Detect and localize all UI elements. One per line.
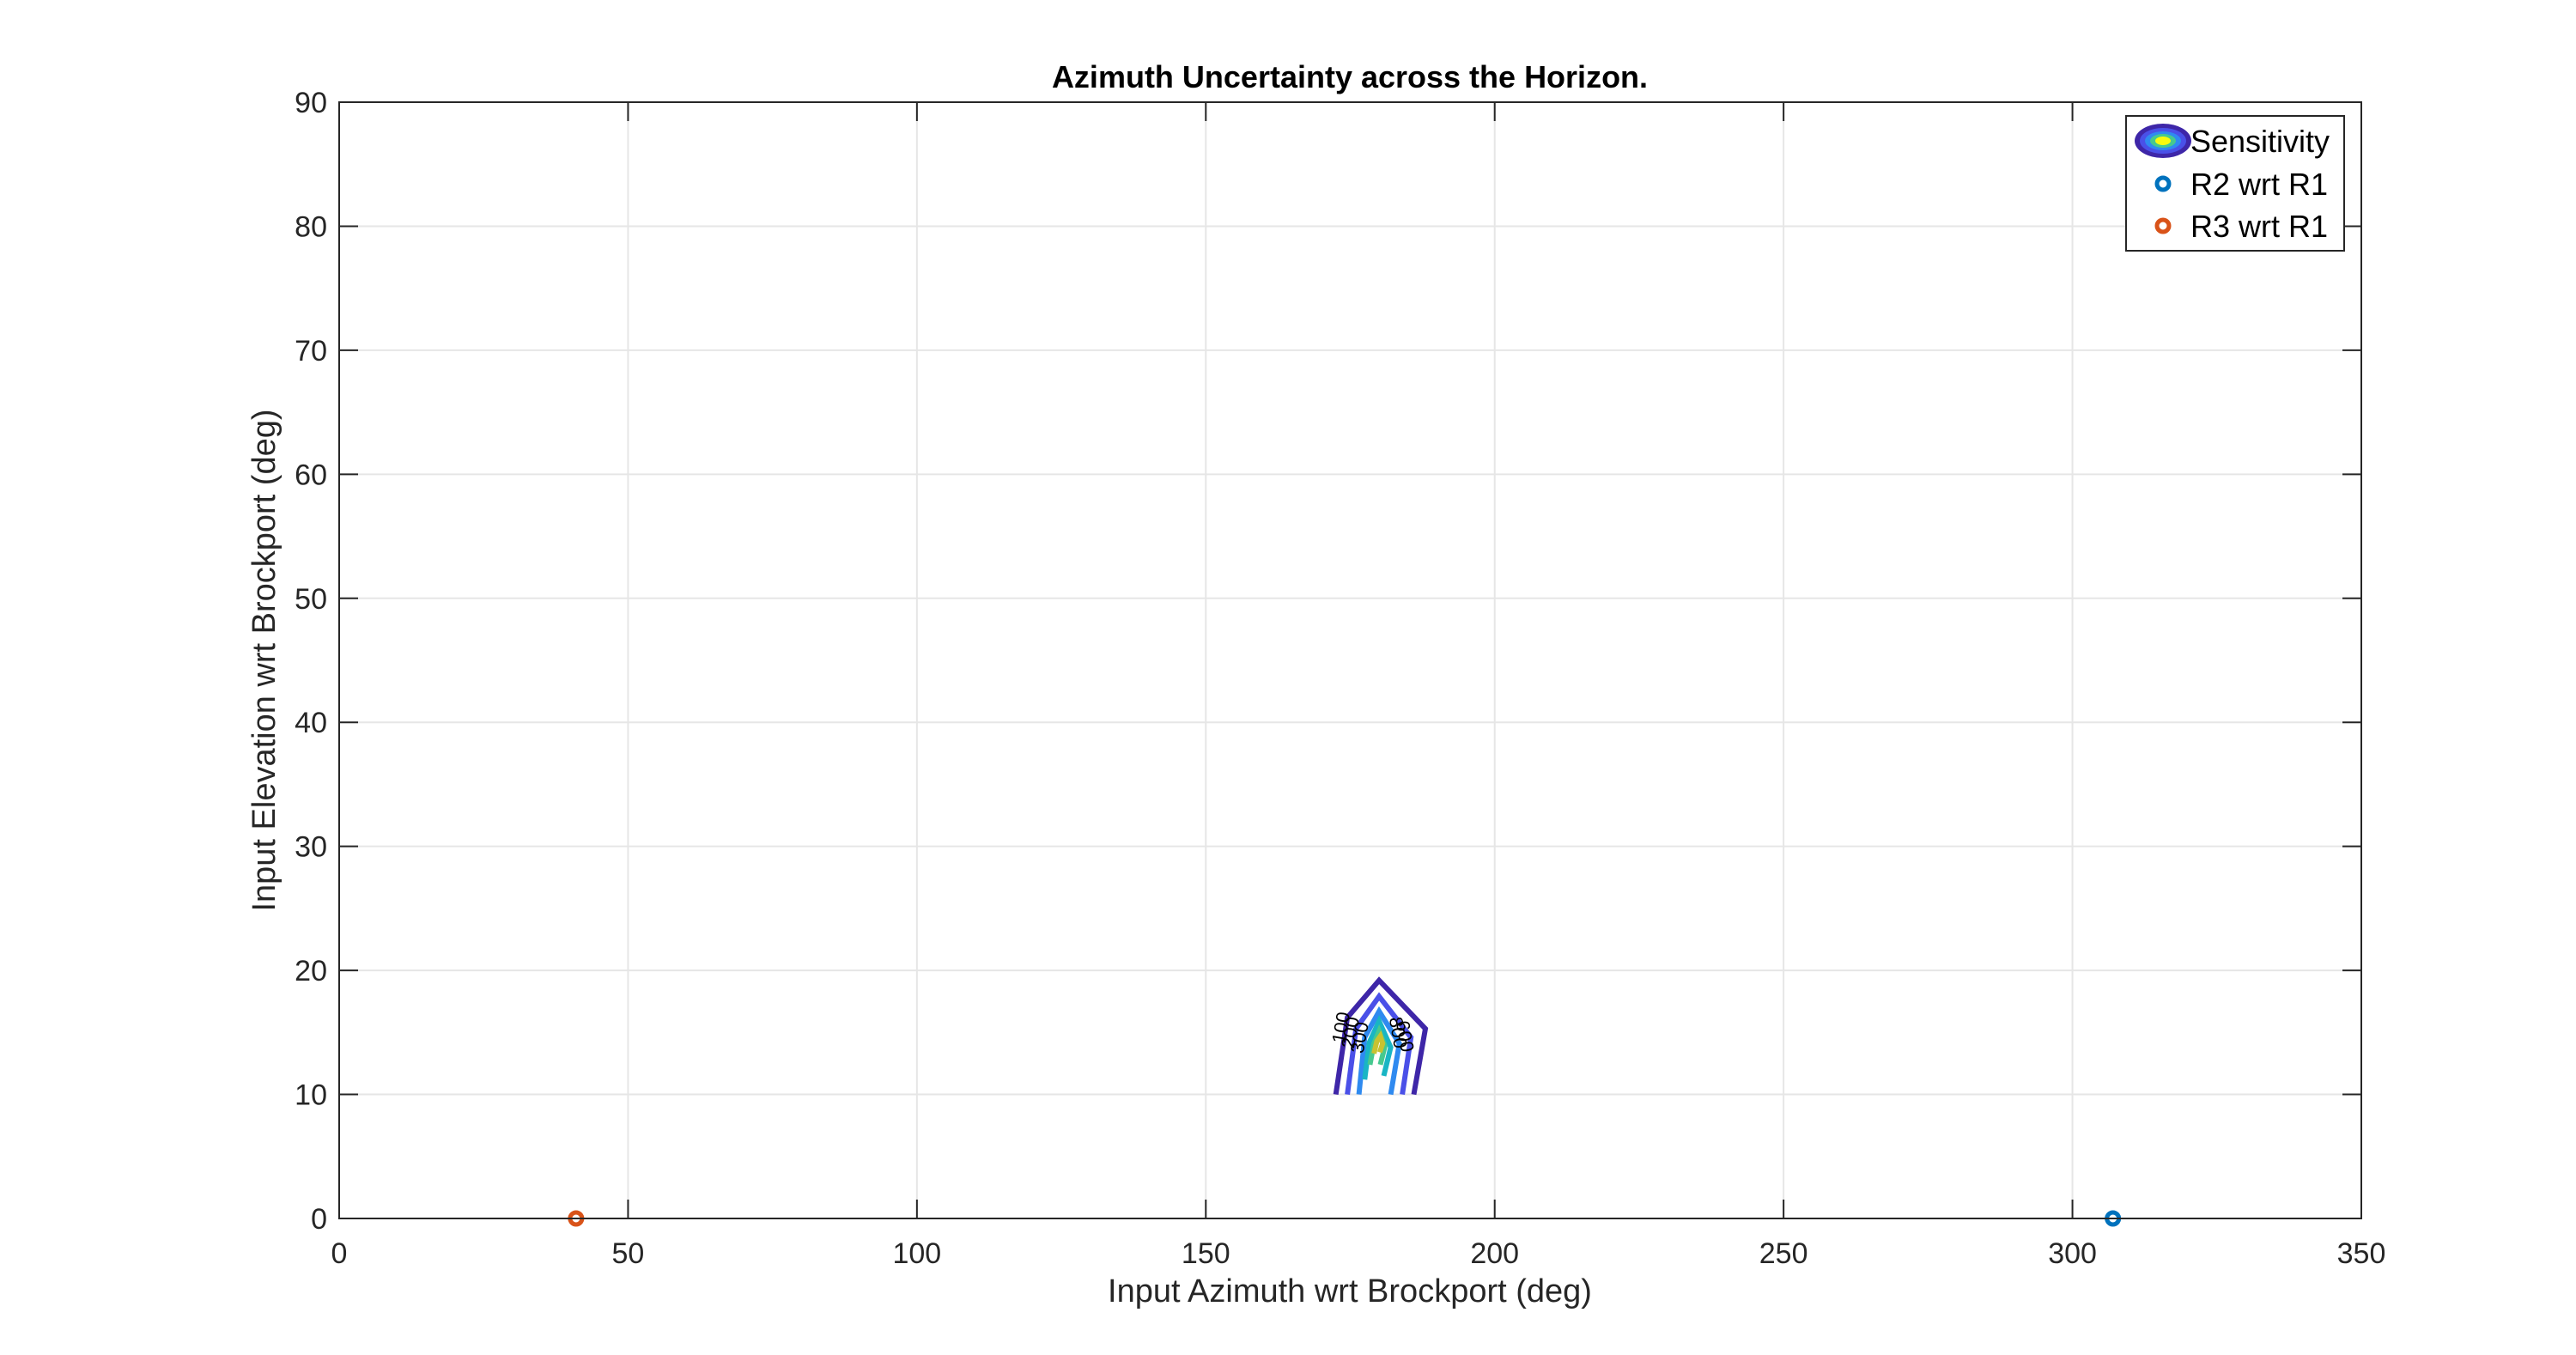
- contour-line: [1356, 1006, 1402, 1096]
- y-tick-label: 0: [311, 1203, 327, 1236]
- x-tick-labels: 0 50 100 150 200 250 300 350: [331, 1237, 2386, 1270]
- x-tick-label: 350: [2337, 1237, 2386, 1270]
- x-tick-label: 150: [1182, 1237, 1230, 1270]
- x-tick-label: 300: [2048, 1237, 2097, 1270]
- r3-marker-icon: [2154, 217, 2172, 234]
- chart-title: Azimuth Uncertainty across the Horizon.: [1052, 59, 1648, 94]
- legend-entry-sensitivity: Sensitivity: [2135, 124, 2330, 159]
- x-tick-label: 0: [331, 1237, 348, 1270]
- y-tick-label: 90: [295, 87, 327, 119]
- legend-label-r2: R2 wrt R1: [2190, 167, 2328, 202]
- y-axis-label: Input Elevation wrt Brockport (deg): [246, 409, 283, 911]
- x-tick-label: 200: [1470, 1237, 1519, 1270]
- y-tick-label: 30: [295, 831, 327, 864]
- contour-line: [1371, 1030, 1386, 1054]
- contour-line: [1345, 992, 1414, 1096]
- axes-box: [338, 101, 2362, 1219]
- legend-label-sensitivity: Sensitivity: [2190, 124, 2330, 159]
- x-axis-label: Input Azimuth wrt Brockport (deg): [1108, 1273, 1592, 1309]
- contour-line: [1333, 976, 1429, 1096]
- x-tick-label: 250: [1759, 1237, 1808, 1270]
- contour-line: [1362, 1015, 1394, 1080]
- y-tick-labels: 0 10 20 30 40 50 60 70 80 90: [295, 87, 327, 1236]
- y-tick-label: 50: [295, 583, 327, 616]
- grid: [339, 102, 2361, 1218]
- legend-entry-r3: R3 wrt R1: [2154, 209, 2328, 244]
- x-tick-label: 100: [892, 1237, 941, 1270]
- y-tick-label: 70: [295, 335, 327, 368]
- legend-label-r3: R3 wrt R1: [2190, 209, 2328, 244]
- y-tick-label: 10: [295, 1079, 327, 1112]
- y-tick-label: 40: [295, 707, 327, 739]
- contour-plot: [1333, 976, 1429, 1096]
- legend-entry-r2: R2 wrt R1: [2154, 167, 2328, 202]
- y-tick-label: 60: [295, 459, 327, 491]
- plot-area: [339, 102, 2361, 1218]
- axis-ticks: [338, 101, 2362, 1219]
- legend[interactable]: Sensitivity R2 wrt R1 R3 wrt R1: [2125, 115, 2345, 252]
- x-tick-label: 50: [612, 1237, 645, 1270]
- contour-icon: [2135, 124, 2191, 158]
- y-tick-label: 80: [295, 210, 327, 243]
- r2-marker-icon: [2154, 175, 2172, 192]
- y-tick-label: 20: [295, 955, 327, 987]
